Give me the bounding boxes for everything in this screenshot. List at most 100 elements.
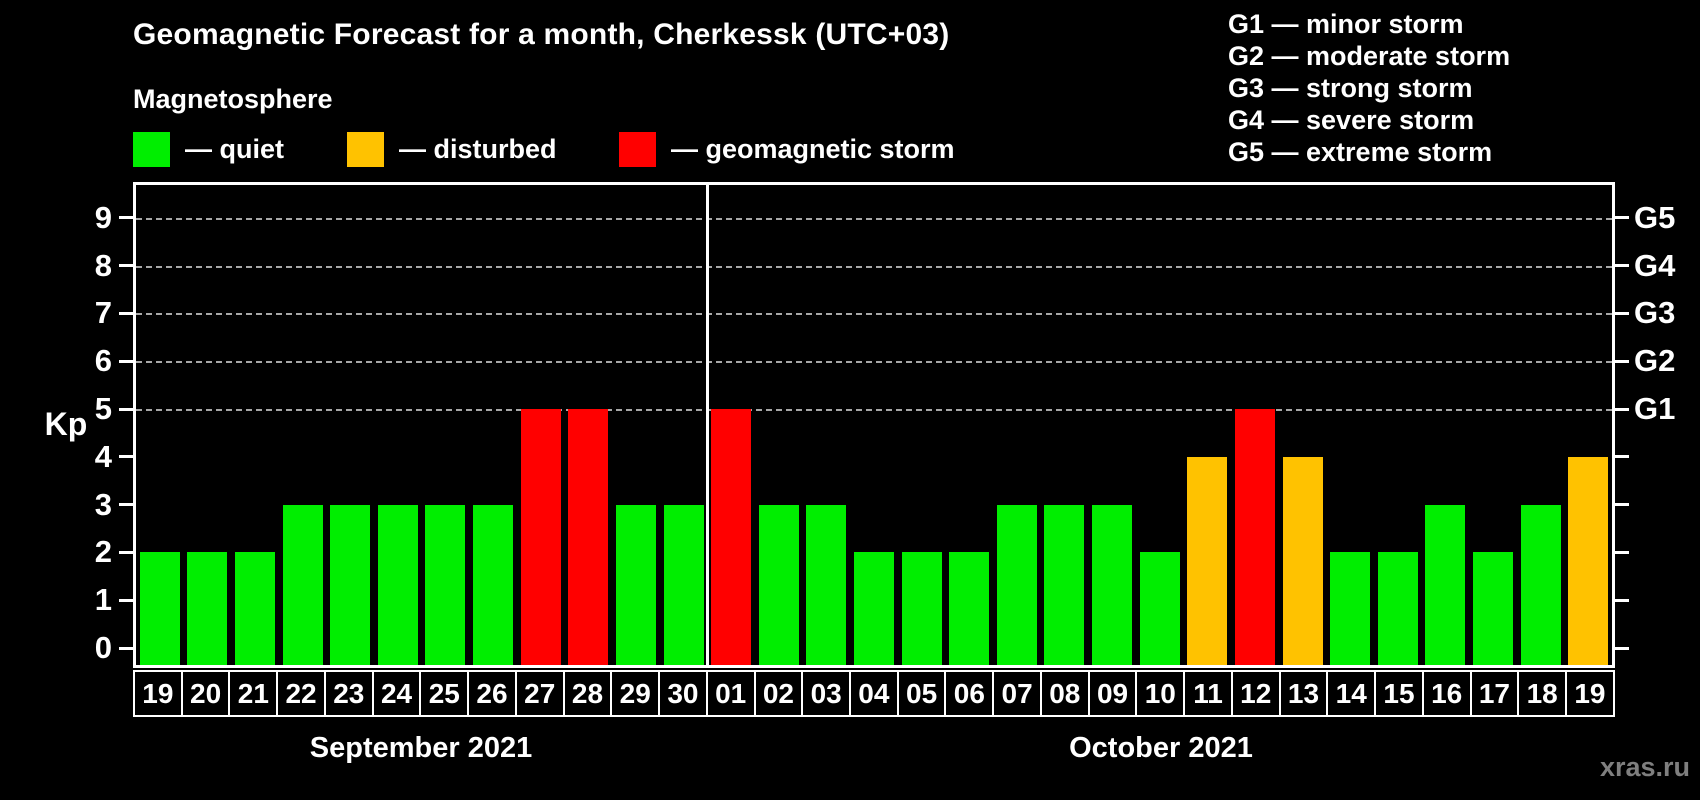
- gridline-kp6: [136, 361, 1612, 364]
- day-label: 21: [228, 670, 279, 717]
- kp-bar-october-14: [1330, 552, 1371, 665]
- legend-item-storm: — geomagnetic storm: [619, 130, 955, 168]
- g-legend-row-g3: G3 — strong storm: [1228, 73, 1473, 103]
- day-label: 25: [419, 670, 470, 717]
- y-axis-label-1: 1: [94, 582, 112, 618]
- day-label: 20: [180, 670, 231, 717]
- kp-bar-september-23: [330, 504, 371, 665]
- gridline-kp7: [136, 313, 1612, 316]
- y-axis-tick-left-5: [119, 407, 133, 411]
- g-legend-row-g5: G5 — extreme storm: [1228, 137, 1493, 167]
- day-label: 07: [992, 670, 1042, 717]
- y-axis-tick-left-1: [119, 598, 133, 602]
- y-axis-label-5: 5: [94, 391, 112, 426]
- day-label: 28: [562, 670, 613, 717]
- kp-bar-september-26: [473, 504, 514, 665]
- y-axis-tick-left-3: [119, 503, 133, 507]
- day-label: 30: [658, 670, 708, 717]
- x-axis-day-row: 19 20 21 22 23 24 25 26 27 28 29 30 01 02 03 04 05 06 07 08…: [133, 670, 1615, 717]
- kp-bar-october-13: [1282, 456, 1323, 665]
- day-label: 29: [610, 670, 661, 717]
- day-label: 19: [133, 670, 183, 717]
- day-label: 16: [1421, 670, 1472, 717]
- legend-label-storm: — geomagnetic storm: [671, 133, 955, 164]
- y-axis-tick-right-5: [1615, 407, 1629, 411]
- disturbed-swatch-icon: [347, 131, 384, 167]
- plot-area: [133, 182, 1615, 668]
- y-axis-label-9: 9: [94, 199, 112, 235]
- kp-bar-october-18: [1520, 504, 1561, 665]
- kp-bar-october-10: [1139, 552, 1180, 665]
- month-label-september: September 2021: [309, 732, 533, 764]
- y-axis-tick-right-9: [1615, 216, 1629, 220]
- day-label: 15: [1374, 670, 1424, 717]
- kp-bar-october-08: [1044, 504, 1085, 665]
- kp-bar-september-19: [139, 552, 180, 665]
- y-axis-label-4: 4: [94, 438, 112, 474]
- right-axis-label-g3: G3: [1634, 295, 1676, 331]
- kp-bar-october-03: [806, 504, 847, 665]
- kp-bar-september-22: [282, 504, 323, 665]
- kp-bar-october-19: [1568, 456, 1609, 665]
- legend-item-disturbed: — disturbed: [347, 130, 557, 168]
- gridline-kp5: [136, 409, 1612, 411]
- day-label: 22: [276, 670, 326, 717]
- day-label: 27: [514, 670, 565, 717]
- day-label: 11: [1183, 670, 1233, 717]
- right-axis-label-g1: G1: [1634, 391, 1676, 426]
- gridline-kp8: [136, 265, 1612, 268]
- kp-bar-september-30: [663, 504, 704, 665]
- y-axis-tick-right-4: [1615, 455, 1629, 459]
- y-axis-label-0: 0: [94, 630, 112, 665]
- kp-bar-october-04: [854, 552, 894, 665]
- storm-swatch-icon: [619, 131, 656, 167]
- y-axis-tick-left-8: [119, 264, 133, 268]
- g-scale-legend: G1 — minor storm G2 — moderate storm G3 …: [1228, 8, 1510, 168]
- y-axis-tick-right-3: [1615, 503, 1629, 507]
- legend-label-quiet: — quiet: [185, 133, 284, 164]
- kp-bar-october-12: [1234, 409, 1275, 665]
- y-axis-tick-right-0: [1615, 646, 1629, 650]
- kp-bar-october-17: [1472, 552, 1513, 665]
- y-axis-label-6: 6: [94, 343, 112, 379]
- y-axis-label-3: 3: [94, 486, 112, 522]
- y-axis-label-7: 7: [94, 295, 112, 331]
- kp-bar-october-11: [1187, 456, 1228, 665]
- day-label: 19: [1565, 670, 1615, 717]
- kp-bar-september-24: [377, 504, 418, 665]
- kp-bar-october-05: [901, 552, 942, 665]
- day-label: 06: [944, 670, 995, 717]
- day-label: 04: [849, 670, 899, 717]
- kp-bar-september-20: [187, 552, 228, 665]
- y-axis-tick-right-6: [1615, 359, 1629, 363]
- day-label: 08: [1039, 670, 1090, 717]
- y-axis-label-2: 2: [94, 534, 112, 570]
- quiet-swatch-icon: [133, 131, 170, 167]
- day-label: 02: [753, 670, 804, 717]
- gridline-kp9: [136, 217, 1612, 220]
- kp-bar-september-29: [615, 504, 656, 665]
- day-label: 24: [371, 670, 422, 717]
- y-axis-tick-right-8: [1615, 264, 1629, 268]
- page-title: Geomagnetic Forecast for a month, Cherke…: [133, 18, 950, 51]
- legend-item-quiet: — quiet: [133, 130, 284, 168]
- day-label: 13: [1278, 670, 1329, 717]
- y-axis-tick-left-4: [119, 455, 133, 459]
- g-legend-row-g2: G2 — moderate storm: [1228, 41, 1511, 71]
- right-axis-label-g5: G5: [1634, 199, 1676, 235]
- day-label: 03: [801, 670, 852, 717]
- kp-bar-october-01: [711, 409, 752, 665]
- day-label: 23: [323, 670, 374, 717]
- kp-bar-october-16: [1425, 504, 1466, 665]
- kp-bar-october-06: [949, 552, 990, 665]
- day-label: 14: [1326, 670, 1377, 717]
- day-label: 12: [1230, 670, 1281, 717]
- kp-bar-september-27: [520, 409, 561, 665]
- day-label: 05: [896, 670, 947, 717]
- day-label: 18: [1517, 670, 1568, 717]
- y-axis-tick-right-7: [1615, 311, 1629, 315]
- g-legend-row-g1: G1 — minor storm: [1228, 9, 1464, 39]
- right-axis-label-g2: G2: [1634, 343, 1676, 379]
- y-axis-label-8: 8: [94, 247, 112, 283]
